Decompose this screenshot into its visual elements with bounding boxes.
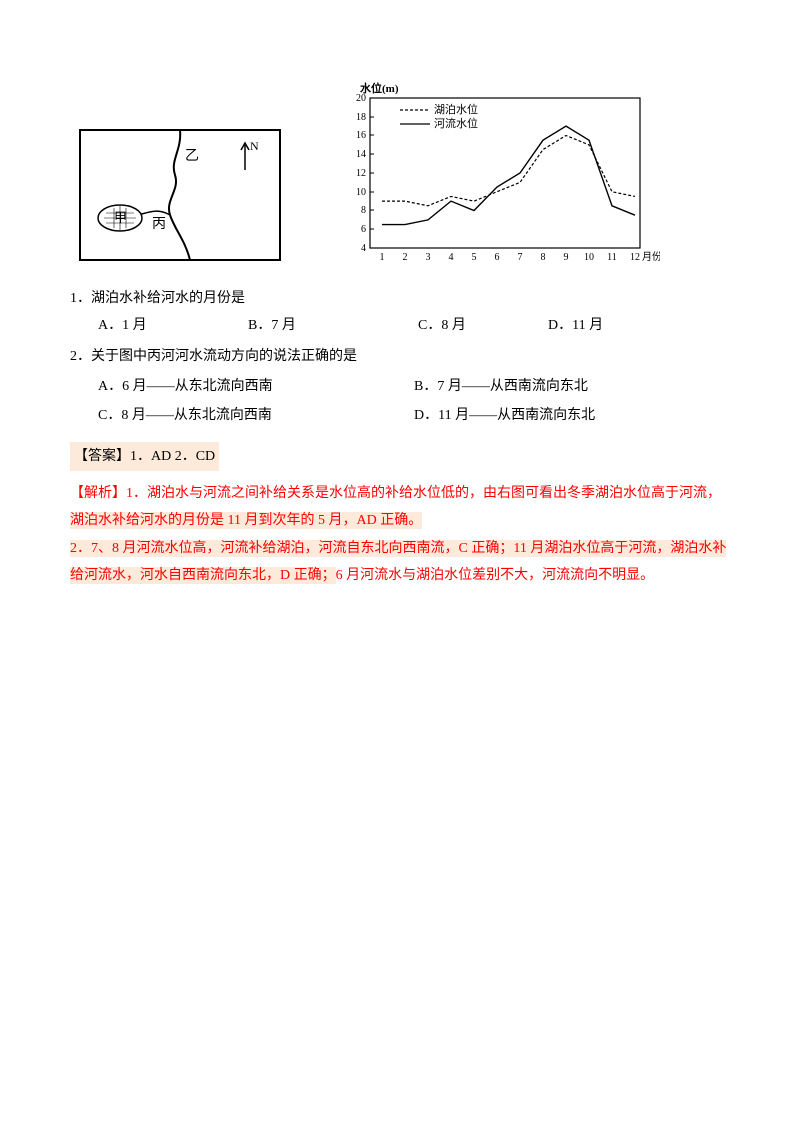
label-bing: 丙 [152, 217, 166, 232]
svg-text:12: 12 [630, 252, 640, 263]
svg-text:20: 20 [356, 93, 366, 104]
svg-text:2: 2 [403, 252, 408, 263]
q1-optA[interactable]: A．1 月 [98, 313, 248, 338]
answer-block: 【答案】1．AD 2．CD [70, 436, 730, 477]
svg-text:1: 1 [380, 252, 385, 263]
q1-optB[interactable]: B．7 月 [248, 313, 418, 338]
water-level-chart: 水位(m) 4 6 8 10 12 14 16 18 20 1 2 3 4 5 [330, 80, 660, 270]
analysis-line3c: 6 月河流水与湖泊水位差别不大，河流流向不明显。 [336, 568, 655, 583]
analysis-block: 【解析】1．湖泊水与河流之间补给关系是水位高的补给水位低的，由右图可看出冬季湖泊… [70, 481, 730, 588]
legend-lake: 湖泊水位 [434, 102, 478, 116]
svg-text:8: 8 [541, 252, 546, 263]
svg-text:月份: 月份 [642, 251, 660, 263]
svg-text:7: 7 [518, 252, 523, 263]
svg-text:11: 11 [607, 252, 617, 263]
svg-text:16: 16 [356, 130, 366, 141]
answer-text: 【答案】1．AD 2．CD [70, 442, 219, 471]
map-figure: N 乙 甲 丙 [70, 120, 290, 270]
analysis-line1: 【解析】1．湖泊水与河流之间补给关系是水位高的补给水位低的，由右图可看出冬季湖泊… [70, 481, 730, 506]
q1-stem: 1．湖泊水补给河水的月份是 [70, 286, 730, 311]
q2-optB[interactable]: B．7 月——从西南流向东北 [414, 374, 730, 399]
svg-text:8: 8 [361, 205, 366, 216]
analysis-line3a: 2．7、8 月河流水位高，河流补给湖泊，河流自东北向西南流，C 正确；11 月湖… [70, 540, 726, 557]
q2-options: A．6 月——从东北流向西南 B．7 月——从西南流向东北 C．8 月——从东北… [98, 372, 730, 430]
svg-text:10: 10 [584, 252, 594, 263]
q2-optC[interactable]: C．8 月——从东北流向西南 [98, 403, 414, 428]
figures-row: N 乙 甲 丙 水位(m) 4 6 8 10 12 14 16 18 20 [70, 80, 730, 270]
label-yi: 乙 [185, 148, 199, 164]
label-jia: 甲 [114, 210, 127, 225]
svg-text:10: 10 [356, 187, 366, 198]
analysis-line3b: 给河流水，河水自西南流向东北，D 正确； [70, 567, 336, 584]
q2-optD[interactable]: D．11 月——从西南流向东北 [414, 403, 730, 428]
svg-text:4: 4 [449, 252, 454, 263]
svg-text:9: 9 [564, 252, 569, 263]
q2-stem: 2．关于图中丙河河水流动方向的说法正确的是 [70, 344, 730, 369]
svg-text:6: 6 [361, 224, 366, 235]
north-label: N [250, 139, 259, 153]
q1-optC[interactable]: C．8 月 [418, 313, 548, 338]
analysis-line2: 湖泊水补给河水的月份是 11 月到次年的 5 月，AD 正确。 [70, 512, 422, 529]
q2-optA[interactable]: A．6 月——从东北流向西南 [98, 374, 414, 399]
svg-text:18: 18 [356, 112, 366, 123]
q1-optD[interactable]: D．11 月 [548, 313, 603, 338]
svg-text:6: 6 [495, 252, 500, 263]
page: N 乙 甲 丙 水位(m) 4 6 8 10 12 14 16 18 20 [0, 0, 800, 612]
svg-text:4: 4 [361, 243, 366, 254]
svg-text:12: 12 [356, 168, 366, 179]
svg-text:3: 3 [426, 252, 431, 263]
q1-options: A．1 月 B．7 月 C．8 月 D．11 月 [98, 313, 730, 338]
svg-text:14: 14 [356, 149, 366, 160]
svg-text:5: 5 [472, 252, 477, 263]
legend-river: 河流水位 [434, 116, 478, 130]
x-ticks: 1 2 3 4 5 6 7 8 9 10 11 12 月份 [380, 251, 661, 263]
